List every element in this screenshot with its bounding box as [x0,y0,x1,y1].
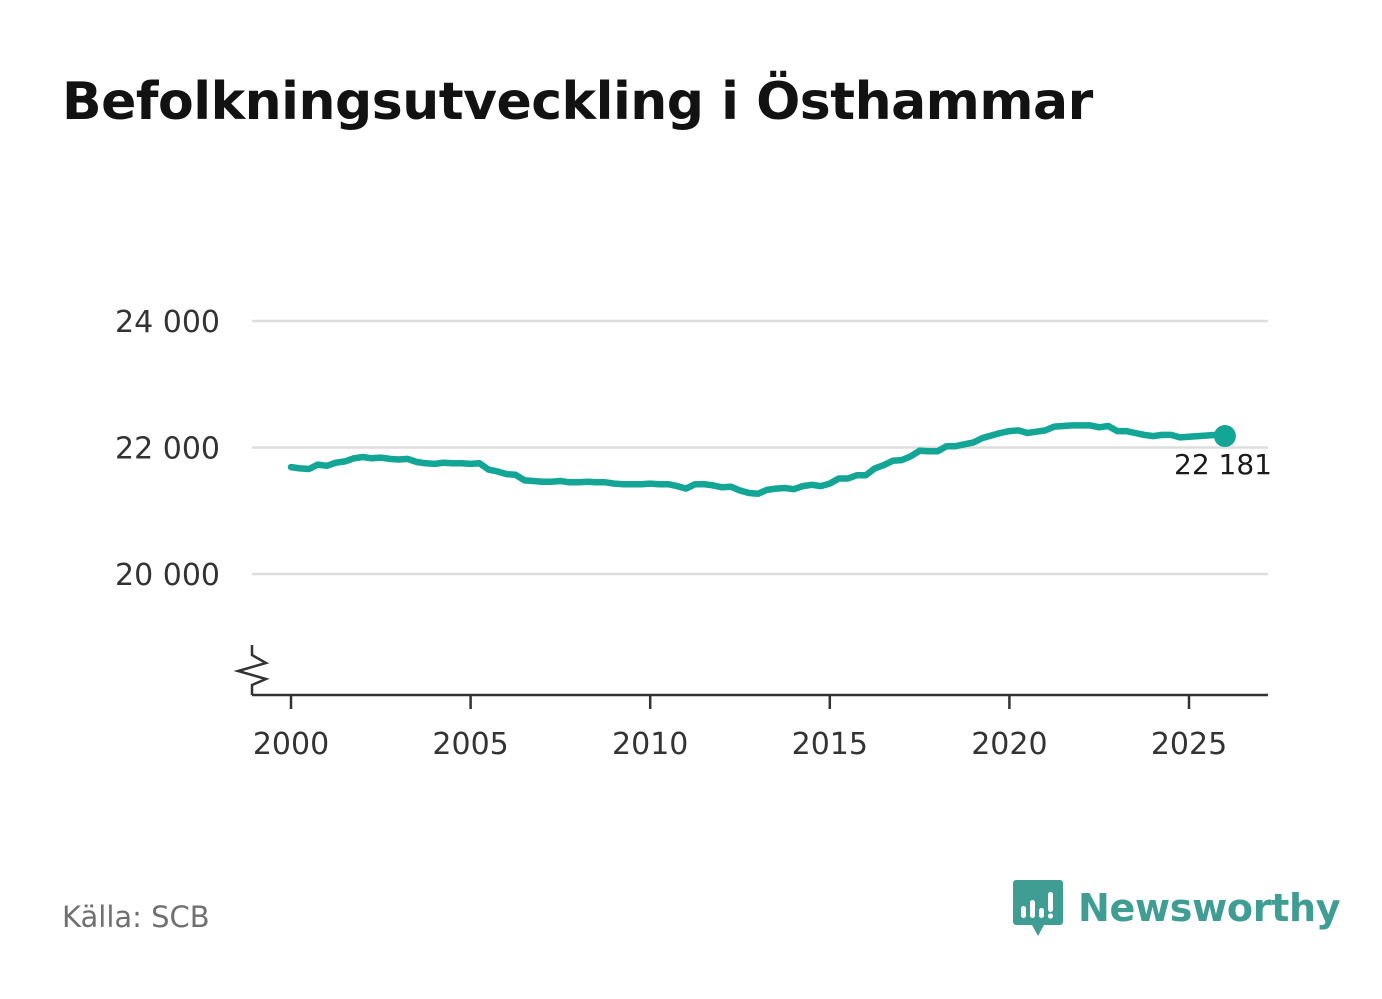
x-tick-label: 2000 [253,727,329,762]
series-layer: 22 181 [287,422,1272,497]
y-tick-label: 22 000 [115,432,220,467]
x-axis [252,693,1268,709]
x-axis-tick-labels: 2000 2005 2010 2015 2020 2025 [253,727,1227,762]
axis-break-zigzag [233,645,270,695]
chart-title: Befolkningsutveckling i Östhammar [62,72,1093,132]
y-tick-label: 24 000 [115,305,220,340]
source-note: Källa: SCB [62,900,210,934]
y-tick-label: 20 000 [115,558,220,593]
brand-logo: Newsworthy [1012,878,1341,938]
population-line [287,422,1229,497]
y-axis-break-icon [233,645,270,695]
x-tick-label: 2025 [1151,727,1227,762]
y-axis-tick-labels: 20 000 22 000 24 000 [115,305,220,593]
last-value-point [1213,425,1236,448]
x-tick-label: 2020 [971,727,1047,762]
last-value-label: 22 181 [1174,448,1272,481]
brand-name: Newsworthy [1078,886,1341,930]
x-tick-label: 2015 [792,727,868,762]
bar-chart-speech-bubble-icon [1013,880,1063,936]
gridlines [252,319,1268,576]
x-tick-label: 2005 [432,727,508,762]
x-tick-label: 2010 [612,727,688,762]
